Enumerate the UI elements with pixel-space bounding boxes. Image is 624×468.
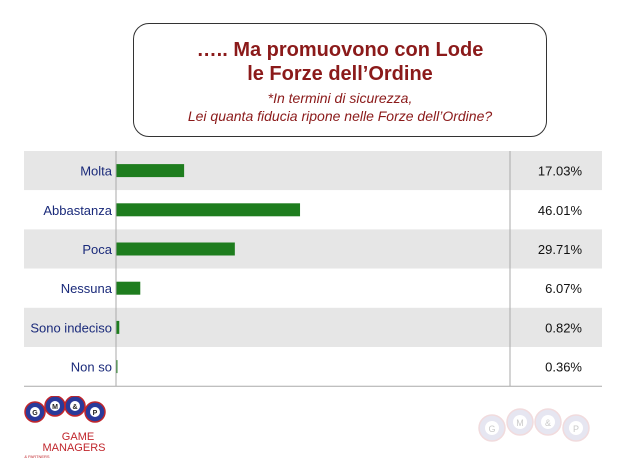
category-label: Molta xyxy=(80,164,113,179)
value-label: 0.82% xyxy=(545,320,582,335)
watermark-ball-center xyxy=(541,415,555,429)
value-label: 6.07% xyxy=(545,281,582,296)
watermark-ball-center xyxy=(569,421,583,435)
category-label: Sono indeciso xyxy=(30,320,112,335)
logo-ball-center xyxy=(50,401,60,411)
watermark-ball xyxy=(478,414,506,442)
bar xyxy=(116,281,141,295)
logo-ball-center xyxy=(90,407,100,417)
watermark-ball xyxy=(506,408,534,436)
bar xyxy=(116,320,120,334)
table-row xyxy=(24,307,602,347)
watermark-ball-letter: G xyxy=(488,424,495,434)
page-title-line-1: ….. Ma promuovono con Lode xyxy=(196,39,484,61)
watermark-ball-letter: P xyxy=(573,424,579,434)
value-label: 17.03% xyxy=(538,164,583,179)
watermark-ball-center xyxy=(485,421,499,435)
logo-ball-letter: G xyxy=(32,410,38,417)
value-label: 46.01% xyxy=(538,203,583,218)
logo-text: MANAGERS xyxy=(43,442,106,454)
logo-text: GAME xyxy=(62,431,94,443)
logo-ball-letter: & xyxy=(72,404,77,411)
page-title-line-2: le Forze dell’Ordine xyxy=(247,63,433,85)
bar xyxy=(116,360,118,374)
game-managers-logo: G M & P GAME MANAGERS & PARTNERS xyxy=(24,396,106,459)
subtitle-line-1: *In termini di sicurezza, xyxy=(267,90,413,106)
title-box: ….. Ma promuovono con Lode le Forze dell… xyxy=(133,23,547,137)
value-label: 29.71% xyxy=(538,242,583,257)
watermark-ball-letter: M xyxy=(516,418,524,428)
category-label: Poca xyxy=(82,242,112,257)
logo-ball-letter: P xyxy=(93,410,98,417)
trust-bar-chart: Molta 17.03% Abbastanza 46.01% Poca 29.71% Nes… xyxy=(24,151,602,387)
bar xyxy=(116,203,301,217)
bar xyxy=(116,242,235,256)
logo-text: & PARTNERS xyxy=(24,454,50,459)
watermark-ball xyxy=(562,414,590,442)
category-label: Abbastanza xyxy=(43,203,112,218)
logo-ball-center xyxy=(30,407,40,417)
logo-ball-center xyxy=(70,401,80,411)
bar xyxy=(116,164,185,178)
watermark-ball-center xyxy=(513,415,527,429)
watermark-ball-letter: & xyxy=(545,418,551,428)
value-label: 0.36% xyxy=(545,360,582,375)
table-row xyxy=(24,347,602,387)
watermark-logo: GM &P xyxy=(478,408,590,442)
category-label: Non so xyxy=(71,360,112,375)
watermark-ball xyxy=(534,408,562,436)
logo-ball-letter: M xyxy=(52,404,58,411)
subtitle-line-2: Lei quanta fiducia ripone nelle Forze de… xyxy=(187,108,493,124)
category-label: Nessuna xyxy=(61,281,113,296)
